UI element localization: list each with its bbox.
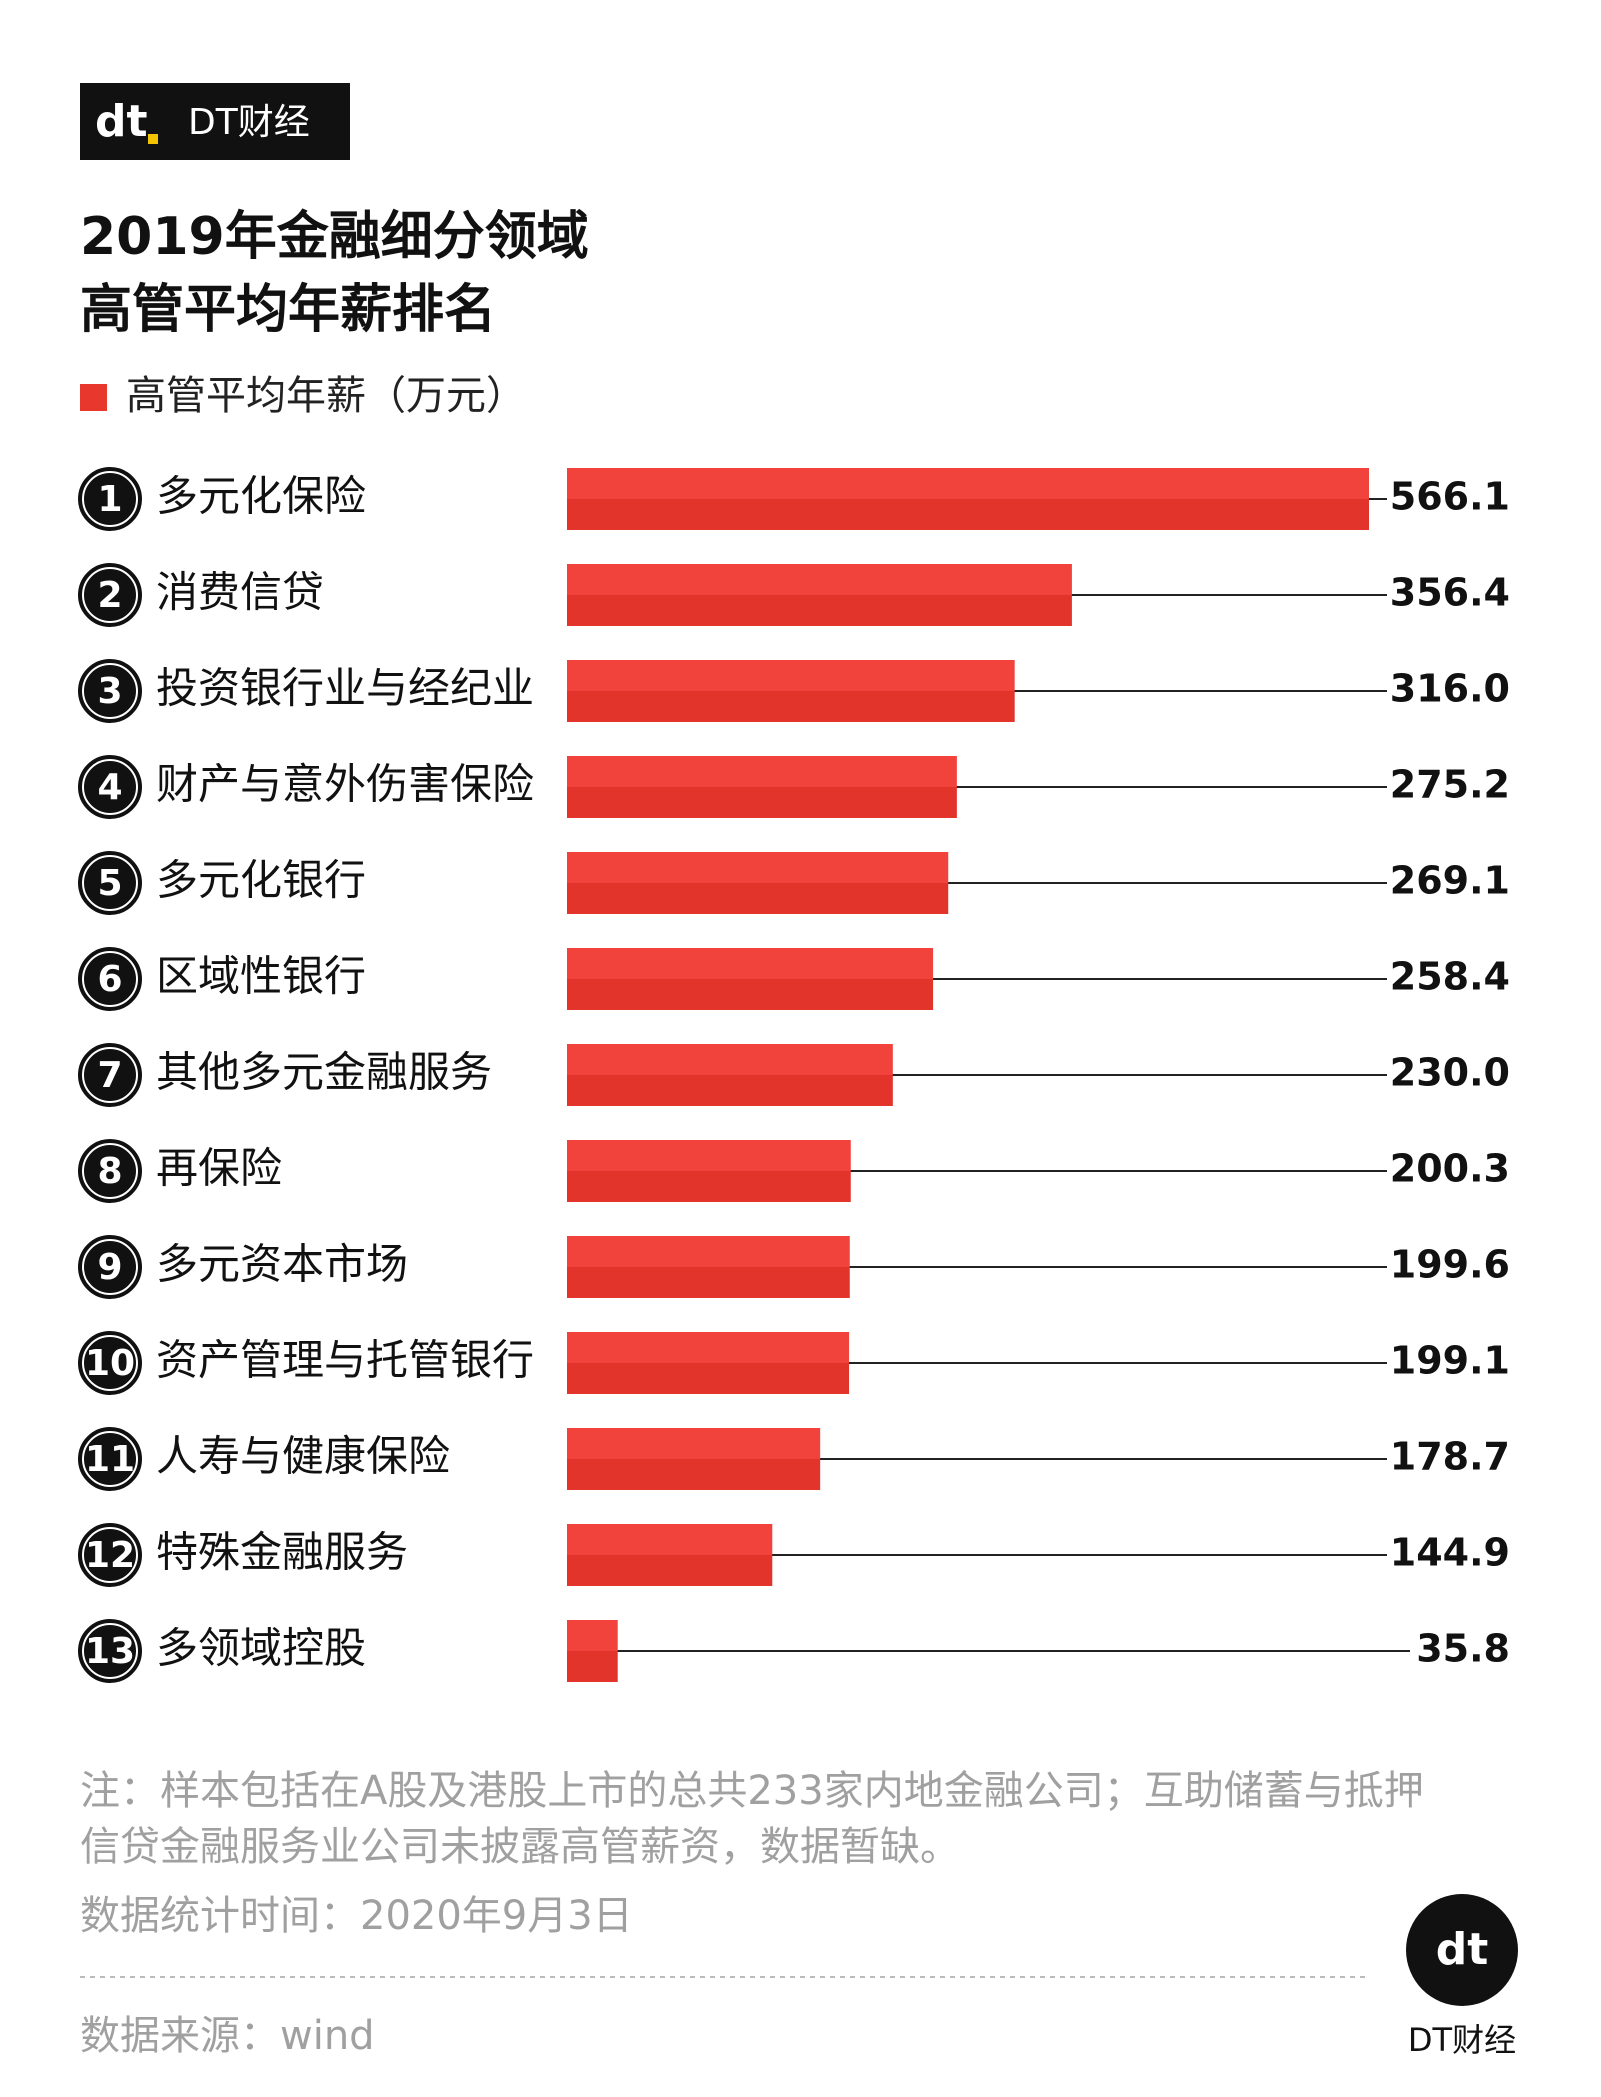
category-label: 其他多元金融服务 [156,1048,492,1097]
rank-badge [78,1235,142,1299]
source: 数据来源：wind [80,2013,375,2059]
rank-label: 10 [85,1343,135,1384]
rank-badge [78,467,142,531]
bar [567,852,949,914]
value-label: 144.9 [1390,1531,1510,1575]
bar [567,1332,850,1394]
rank-ring [82,567,138,623]
bar [567,660,1015,722]
bar [567,1428,821,1490]
rank-label: 9 [97,1247,122,1288]
bar [567,564,1072,626]
value-label: 269.1 [1390,859,1510,903]
category-label: 多元化保险 [156,472,366,521]
value-label: 178.7 [1390,1435,1510,1479]
logo-text: DT财经 [188,102,310,143]
value-label: 199.6 [1390,1243,1510,1287]
rank-label: 6 [97,959,122,1000]
rank-badge [78,1331,142,1395]
category-label: 特殊金融服务 [156,1528,408,1577]
category-label: 财产与意外伤害保险 [156,760,534,809]
value-label: 275.2 [1390,763,1510,807]
value-label: 230.0 [1390,1051,1510,1095]
bar [567,756,957,818]
rank-ring [82,471,138,527]
logo-text: DT财经 [1408,2021,1516,2059]
category-label: 资产管理与托管银行 [156,1336,534,1385]
rank-ring [82,1527,138,1583]
rank-ring [82,1143,138,1199]
rank-label: 4 [97,767,122,808]
bar [567,1620,618,1682]
value-label: 316.0 [1390,667,1510,711]
rank-badge [78,947,142,1011]
category-label: 区域性银行 [156,952,366,1001]
rank-badge [78,659,142,723]
logo-dot [148,134,158,144]
rank-ring [82,1239,138,1295]
rank-ring [82,1623,138,1679]
category-label: 消费信贷 [156,568,324,617]
rank-badge [78,1619,142,1683]
category-label: 多元化银行 [156,856,366,905]
rank-badge [78,755,142,819]
note: 注：样本包括在A股及港股上市的总共233家内地金融公司；互助储蓄与抵押 [80,1768,1424,1814]
category-label: 再保险 [156,1144,282,1193]
category-label: 投资银行业与经纪业 [156,664,534,713]
logo-mark: dt [95,96,148,147]
bar [567,1140,851,1202]
rank-badge [78,1427,142,1491]
rank-badge [78,1523,142,1587]
rank-ring [82,663,138,719]
rank-ring [82,855,138,911]
bar [567,1524,773,1586]
bar [567,1044,893,1106]
value-label: 199.1 [1390,1339,1510,1383]
rank-ring [82,1335,138,1391]
category-label: 多元资本市场 [156,1240,408,1289]
rank-badge [78,851,142,915]
value-label: 566.1 [1390,475,1510,519]
rank-ring [82,951,138,1007]
rank-label: 8 [97,1151,122,1192]
rank-label: 11 [85,1439,135,1480]
date: 数据统计时间：2020年9月3日 [80,1893,633,1939]
rank-label: 2 [97,575,122,616]
rank-badge [78,1043,142,1107]
chart-title: 高管平均年薪排名 [80,280,496,340]
rank-ring [82,1047,138,1103]
chart-title: 2019年金融细分领域 [80,207,589,267]
rank-label: 13 [85,1631,135,1672]
bar [567,948,934,1010]
bar [567,468,1369,530]
category-label: 多领域控股 [156,1624,366,1673]
logo-box [80,83,350,160]
rank-label: 12 [85,1535,135,1576]
value-label: 356.4 [1390,571,1510,615]
rank-label: 3 [97,671,122,712]
rank-badge [78,563,142,627]
note: 信贷金融服务业公司未披露高管薪资，数据暂缺。 [80,1824,960,1870]
logo-circle [1406,1894,1518,2006]
rank-ring [82,759,138,815]
rank-label: 1 [97,479,122,520]
rank-badge [78,1139,142,1203]
value-label: 258.4 [1390,955,1510,999]
logo-mark: dt [1436,1924,1489,1975]
value-label: 35.8 [1416,1627,1510,1671]
legend-swatch [80,384,107,411]
bar [567,1236,850,1298]
legend-label: 高管平均年薪（万元） [126,373,526,419]
category-label: 人寿与健康保险 [156,1432,450,1481]
value-label: 200.3 [1390,1147,1510,1191]
rank-label: 5 [97,863,122,904]
rank-ring [82,1431,138,1487]
rank-label: 7 [97,1055,122,1096]
